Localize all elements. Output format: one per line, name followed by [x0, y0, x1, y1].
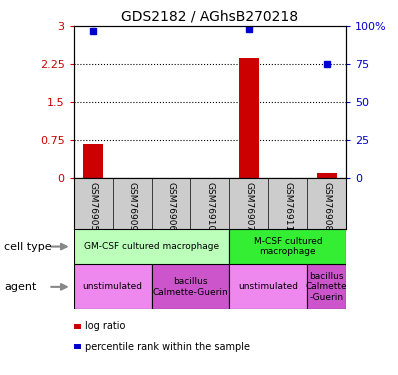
Text: GSM76909: GSM76909: [127, 182, 137, 231]
Text: percentile rank within the sample: percentile rank within the sample: [85, 342, 250, 352]
Text: agent: agent: [4, 282, 36, 292]
Text: bacillus
Calmette
-Guerin: bacillus Calmette -Guerin: [306, 272, 347, 302]
Bar: [317, 173, 337, 178]
Text: unstimulated: unstimulated: [82, 282, 142, 291]
Text: bacillus
Calmette-Guerin: bacillus Calmette-Guerin: [152, 277, 228, 297]
Bar: [307, 264, 346, 309]
Bar: [229, 229, 346, 264]
Text: GSM76906: GSM76906: [166, 182, 176, 231]
Bar: [74, 264, 152, 309]
Text: GSM76908: GSM76908: [322, 182, 331, 231]
Bar: [152, 264, 229, 309]
Text: cell type: cell type: [4, 242, 52, 252]
Title: GDS2182 / AGhsB270218: GDS2182 / AGhsB270218: [121, 10, 298, 24]
Text: GSM76905: GSM76905: [89, 182, 98, 231]
Text: log ratio: log ratio: [85, 321, 125, 331]
Text: GSM76907: GSM76907: [244, 182, 254, 231]
Bar: [239, 58, 259, 178]
Text: unstimulated: unstimulated: [238, 282, 298, 291]
Text: GSM76911: GSM76911: [283, 182, 293, 231]
Bar: [83, 144, 103, 178]
Bar: [229, 264, 307, 309]
Text: M-CSF cultured
macrophage: M-CSF cultured macrophage: [254, 237, 322, 256]
Text: GM-CSF cultured macrophage: GM-CSF cultured macrophage: [84, 242, 219, 251]
Text: GSM76910: GSM76910: [205, 182, 215, 231]
Bar: [74, 229, 229, 264]
